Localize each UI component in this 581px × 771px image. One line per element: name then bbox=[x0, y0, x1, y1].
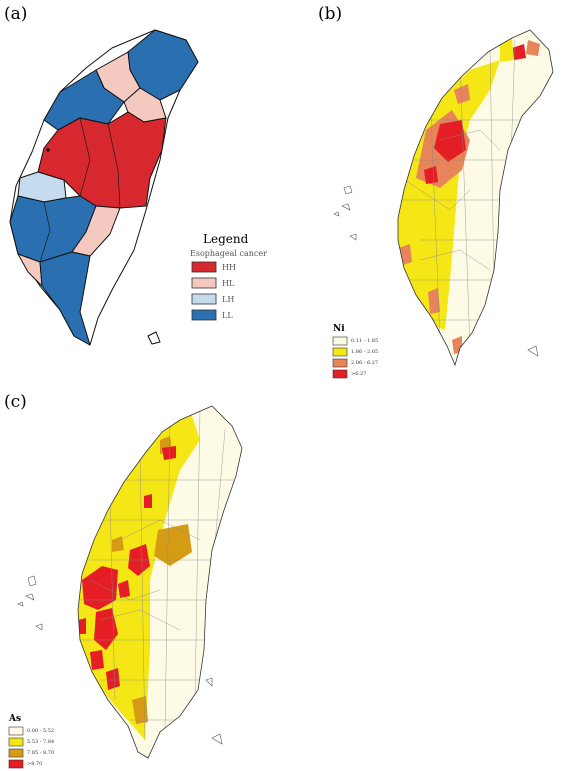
legend-b-swatch-3 bbox=[332, 358, 348, 368]
panel-b-label: (b) bbox=[318, 4, 343, 24]
ni-zone-red bbox=[434, 120, 466, 162]
legend-a-swatch-ll bbox=[191, 309, 217, 321]
panel-b-map bbox=[333, 29, 554, 367]
legend-c-swatch-2 bbox=[8, 737, 24, 747]
legend-c bbox=[8, 726, 24, 769]
legend-a-swatch-hl bbox=[191, 277, 217, 289]
legend-b-swatch-2 bbox=[332, 347, 348, 357]
legend-b-title: Ni bbox=[333, 324, 345, 334]
legend-b-label-3: 2.06 - 6.27 bbox=[351, 360, 379, 366]
legend-a bbox=[191, 261, 217, 321]
legend-a-label-hl: HL bbox=[222, 279, 235, 288]
legend-b-label-4: >6.27 bbox=[351, 371, 367, 377]
legend-c-swatch-1 bbox=[8, 726, 24, 736]
legend-a-swatch-lh bbox=[191, 293, 217, 305]
panel-a-map bbox=[9, 29, 199, 346]
legend-a-title: Legend bbox=[203, 232, 249, 246]
legend-a-label-ll: LL bbox=[222, 311, 233, 320]
legend-c-label-3: 7.85 - 8.70 bbox=[27, 750, 55, 756]
legend-b-label-1: 0.11 - 1.85 bbox=[351, 338, 379, 344]
legend-c-swatch-3 bbox=[8, 748, 24, 758]
map-c-island-outline bbox=[77, 405, 243, 759]
legend-a-label-lh: LH bbox=[222, 295, 235, 304]
legend-c-label-2: 5.53 - 7.84 bbox=[27, 739, 55, 745]
legend-c-swatch-4 bbox=[8, 759, 24, 769]
legend-b-swatch-1 bbox=[332, 336, 348, 346]
panel-a-label: (a) bbox=[4, 4, 28, 24]
panel-c-map bbox=[17, 405, 243, 759]
panel-c-label: (c) bbox=[4, 392, 27, 412]
legend-a-subtitle: Esophageal cancer bbox=[190, 249, 267, 258]
map-b-island-outline bbox=[397, 29, 554, 367]
legend-c-label-1: 0.00 - 5.52 bbox=[27, 728, 55, 734]
legend-b-label-2: 1.86 - 2.05 bbox=[351, 349, 379, 355]
as-zone-red bbox=[82, 566, 118, 610]
legend-a-label-hh: HH bbox=[222, 263, 236, 272]
legend-c-title: As bbox=[9, 714, 22, 724]
legend-c-label-4: >8.70 bbox=[27, 761, 43, 767]
legend-a-swatch-hh bbox=[191, 261, 217, 273]
region-ll-south bbox=[39, 251, 91, 346]
map-a-small-island bbox=[147, 331, 161, 345]
legend-b-swatch-4 bbox=[332, 369, 348, 379]
legend-b bbox=[332, 336, 348, 379]
as-zone-darkorange bbox=[154, 524, 192, 566]
